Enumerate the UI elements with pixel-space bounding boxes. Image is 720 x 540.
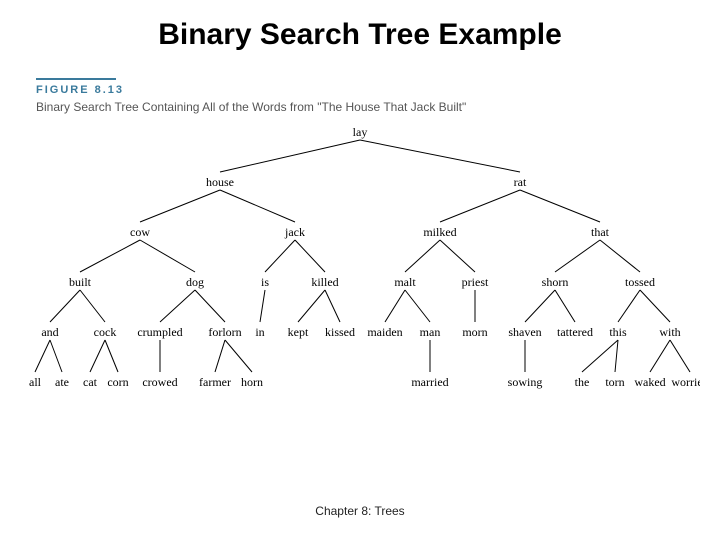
tree-edge <box>582 340 618 372</box>
tree-edge <box>215 340 225 372</box>
tree-node: kept <box>288 325 309 339</box>
tree-node: milked <box>423 225 456 239</box>
tree-edge <box>50 290 80 322</box>
tree-node: all <box>29 375 42 389</box>
figure-number: FIGURE 8.13 <box>36 84 124 96</box>
tree-node: cat <box>83 375 98 389</box>
tree-edge <box>615 340 618 372</box>
tree-node: farmer <box>199 375 231 389</box>
tree-edge <box>405 240 440 272</box>
tree-edge <box>140 240 195 272</box>
tree-edge <box>385 290 405 322</box>
tree-node: corn <box>107 375 128 389</box>
tree-node: crowed <box>142 375 177 389</box>
slide-title: Binary Search Tree Example <box>0 18 720 52</box>
tree-node: priest <box>462 275 489 289</box>
tree-edge <box>440 190 520 222</box>
tree-edge <box>225 340 252 372</box>
tree-node: morn <box>462 325 487 339</box>
tree-edge <box>405 290 430 322</box>
tree-node: maiden <box>367 325 402 339</box>
tree-node: in <box>255 325 264 339</box>
tree-edge <box>640 290 670 322</box>
tree-node: rat <box>514 175 527 189</box>
tree-edge <box>295 240 325 272</box>
tree-node: kissed <box>325 325 355 339</box>
tree-edge <box>360 140 520 172</box>
tree-edge <box>298 290 325 322</box>
tree-node: built <box>69 275 92 289</box>
tree-edge <box>555 240 600 272</box>
figure-rule <box>36 78 116 80</box>
tree-node: lay <box>353 125 368 139</box>
tree-edge <box>220 190 295 222</box>
tree-node: married <box>411 375 448 389</box>
tree-node: dog <box>186 275 204 289</box>
tree-node: waked <box>634 375 665 389</box>
tree-node: killed <box>311 275 338 289</box>
tree-diagram: lay house rat cow jack milked that built dog is ki… <box>20 120 700 420</box>
slide-footer: Chapter 8: Trees <box>0 504 720 518</box>
tree-node: that <box>591 225 610 239</box>
tree-edge <box>325 290 340 322</box>
tree-edge <box>50 340 62 372</box>
tree-edge <box>195 290 225 322</box>
tree-edge <box>600 240 640 272</box>
tree-node: cock <box>94 325 117 339</box>
tree-edge <box>80 290 105 322</box>
tree-node: jack <box>284 225 305 239</box>
tree-node: ate <box>55 375 69 389</box>
tree-node: crumpled <box>137 325 182 339</box>
tree-edge <box>520 190 600 222</box>
tree-node: shorn <box>542 275 569 289</box>
tree-edge <box>260 290 265 322</box>
tree-edge <box>35 340 50 372</box>
tree-node: is <box>261 275 269 289</box>
tree-node: man <box>420 325 441 339</box>
tree-edge <box>160 290 195 322</box>
tree-edge <box>220 140 360 172</box>
tree-node: house <box>206 175 234 189</box>
tree-node: this <box>609 325 627 339</box>
tree-node: tossed <box>625 275 655 289</box>
tree-node: forlorn <box>208 325 241 339</box>
tree-node: malt <box>394 275 416 289</box>
tree-node: and <box>41 325 58 339</box>
tree-edge <box>440 240 475 272</box>
tree-node: tattered <box>557 325 593 339</box>
tree-node: cow <box>130 225 150 239</box>
tree-edge <box>80 240 140 272</box>
figure-caption: Binary Search Tree Containing All of the… <box>36 100 466 114</box>
tree-edge <box>265 240 295 272</box>
tree-edge <box>140 190 220 222</box>
tree-edge <box>618 290 640 322</box>
tree-edge <box>525 290 555 322</box>
tree-edge <box>90 340 105 372</box>
tree-node: sowing <box>508 375 543 389</box>
tree-node: worried <box>671 375 700 389</box>
tree-node: shaven <box>508 325 541 339</box>
tree-edge <box>650 340 670 372</box>
tree-node: the <box>575 375 590 389</box>
tree-node: torn <box>605 375 624 389</box>
tree-edge <box>555 290 575 322</box>
tree-node: horn <box>241 375 263 389</box>
tree-edge <box>105 340 118 372</box>
tree-node: with <box>659 325 680 339</box>
tree-edge <box>670 340 690 372</box>
